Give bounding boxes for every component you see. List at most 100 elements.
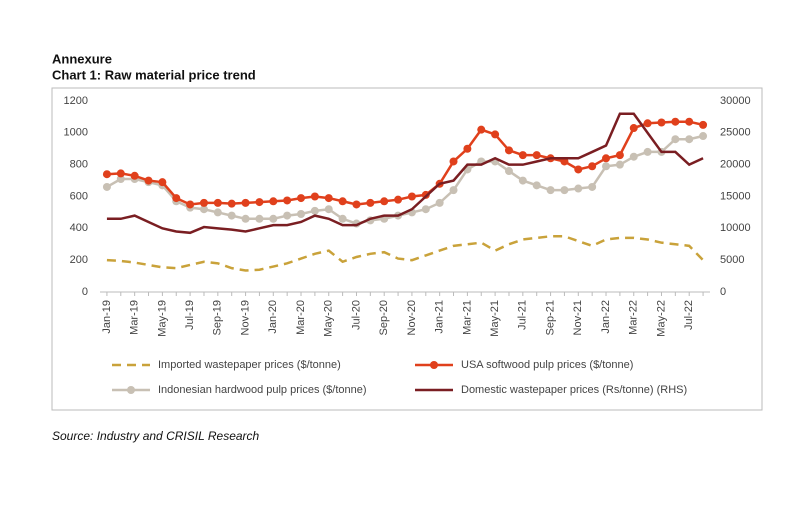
x-tick-label: Jul-20 — [350, 300, 362, 330]
series-marker — [394, 195, 403, 204]
series-marker — [574, 165, 583, 174]
x-tick-label: Sep-20 — [378, 300, 390, 335]
x-tick-label: Jan-21 — [434, 300, 446, 334]
series-marker — [588, 182, 597, 191]
series-marker — [269, 214, 278, 223]
series-marker — [532, 181, 541, 190]
y2-tick-label: 15000 — [720, 190, 751, 202]
series-marker — [449, 157, 458, 166]
y-tick-label: 600 — [70, 190, 88, 202]
series-marker — [310, 192, 319, 201]
series-marker — [297, 210, 306, 219]
series-marker — [504, 146, 513, 155]
series-marker — [130, 171, 139, 180]
series-marker — [518, 151, 527, 160]
series-marker — [227, 199, 236, 208]
series-marker — [546, 186, 555, 195]
x-tick-label: May-21 — [489, 300, 501, 337]
series-marker — [699, 132, 708, 141]
series-marker — [671, 117, 680, 126]
series-marker — [213, 198, 222, 207]
y2-tick-label: 10000 — [720, 222, 751, 234]
x-tick-label: Jan-19 — [101, 300, 113, 334]
series-marker — [685, 117, 694, 126]
series-marker — [699, 120, 708, 129]
series-marker — [574, 184, 583, 193]
series-marker — [116, 174, 125, 183]
series-marker — [338, 214, 347, 223]
series-marker — [643, 119, 652, 128]
y-tick-label: 0 — [82, 286, 88, 298]
series-marker — [615, 160, 624, 169]
header-title: Annexure — [52, 51, 112, 66]
x-tick-label: Sep-19 — [212, 300, 224, 335]
x-tick-label: Nov-20 — [406, 300, 418, 335]
y-tick-label: 400 — [70, 222, 88, 234]
series-marker — [102, 170, 111, 179]
y2-tick-label: 0 — [720, 286, 726, 298]
series-marker — [504, 167, 513, 176]
series-marker — [338, 197, 347, 206]
series-marker — [532, 151, 541, 160]
legend-marker — [127, 386, 135, 394]
series-line — [106, 134, 704, 225]
series-marker — [144, 176, 153, 185]
series-marker — [324, 194, 333, 203]
series-marker — [421, 205, 430, 214]
series-marker — [629, 152, 638, 161]
series-marker — [657, 118, 666, 127]
series-marker — [352, 200, 361, 209]
x-tick-label: Nov-21 — [572, 300, 584, 335]
series-marker — [310, 206, 319, 215]
series-marker — [366, 198, 375, 207]
series-marker — [199, 198, 208, 207]
source-note: Source: Industry and CRISIL Research — [52, 429, 260, 443]
x-tick-label: Mar-22 — [628, 300, 640, 335]
series-marker — [491, 130, 500, 139]
legend-label: Indonesian hardwood pulp prices ($/tonne… — [158, 384, 367, 396]
series-marker — [629, 124, 638, 133]
series-marker — [407, 192, 416, 201]
y-tick-label: 1000 — [64, 127, 88, 139]
x-tick-label: May-19 — [156, 300, 168, 337]
series-marker — [227, 211, 236, 220]
series-line — [106, 235, 704, 272]
series-marker — [172, 194, 181, 203]
x-tick-label: Mar-19 — [129, 300, 141, 335]
series-marker — [560, 186, 569, 195]
legend-label: Domestic wastepaper prices (Rs/tonne) (R… — [461, 384, 687, 396]
series-marker — [588, 162, 597, 171]
x-tick-label: Mar-21 — [461, 300, 473, 335]
series-marker — [449, 186, 458, 195]
series-line — [106, 120, 704, 206]
y2-tick-label: 20000 — [720, 159, 751, 171]
series-marker — [463, 144, 472, 153]
series-marker — [255, 198, 264, 207]
series-marker — [685, 135, 694, 144]
x-tick-label: Nov-19 — [239, 300, 251, 335]
y2-tick-label: 5000 — [720, 254, 744, 266]
series-marker — [602, 162, 611, 171]
y-tick-label: 200 — [70, 254, 88, 266]
x-tick-label: Jul-19 — [184, 300, 196, 330]
series-marker — [186, 200, 195, 209]
x-tick-label: Jul-21 — [517, 300, 529, 330]
series-marker — [269, 197, 278, 206]
header-subtitle: Chart 1: Raw material price trend — [52, 67, 256, 82]
x-tick-label: Mar-20 — [295, 300, 307, 335]
legend-label: USA softwood pulp prices ($/tonne) — [461, 359, 633, 371]
series-marker — [615, 151, 624, 160]
series-marker — [116, 169, 125, 178]
chart-frame — [51, 87, 763, 411]
series-marker — [241, 214, 250, 223]
series-marker — [518, 176, 527, 185]
y2-tick-label: 30000 — [720, 95, 751, 107]
series-marker — [324, 205, 333, 214]
series-marker — [158, 178, 167, 187]
series-marker — [435, 198, 444, 207]
x-tick-label: May-20 — [323, 300, 335, 337]
series-marker — [380, 197, 389, 206]
series-marker — [102, 182, 111, 191]
legend-marker — [430, 361, 438, 369]
series-line — [106, 112, 704, 235]
